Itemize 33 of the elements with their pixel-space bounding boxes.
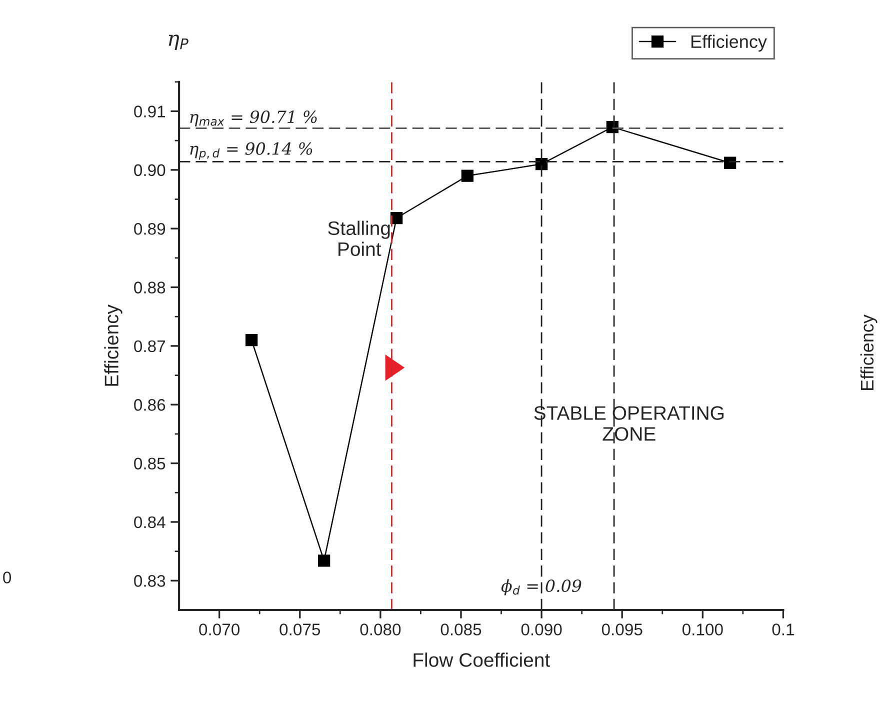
ref-line-label: η$_{p,d}$ = 90.14 % — [190, 142, 312, 160]
y-tick-label: 0.86 — [134, 399, 166, 411]
point — [390, 212, 403, 224]
text: Efficiency — [860, 314, 878, 390]
x-tick-label: 0.075 — [280, 624, 320, 636]
annotation: STABLE OPERATING ZONE — [534, 406, 724, 441]
y-tick-label: 0.83 — [134, 575, 166, 587]
y-tick-label: 0.87 — [134, 340, 166, 352]
ref-line-label: η$_{max}$ = 90.71 % — [190, 110, 317, 126]
y-tick-label: 0.85 — [134, 458, 166, 470]
x-tick-label: 0.1 — [772, 624, 794, 636]
annotation: Stalling Point — [328, 220, 390, 256]
point — [318, 554, 330, 567]
y-tick-label: 0.89 — [134, 222, 166, 235]
y-tick-label: 0.88 — [134, 282, 166, 294]
x-tick-label: 0.100 — [682, 624, 723, 636]
x-axis-title: Flow Coefficient — [414, 652, 550, 667]
point — [245, 334, 258, 346]
ref-line-label: ϕ$_{d}$ = 0.09 — [501, 579, 582, 596]
y-tick-label: 0.90 — [134, 164, 166, 176]
y-axis-title: Efficiency — [104, 304, 122, 386]
y-tick-label: 0.91 — [134, 106, 166, 118]
x-tick-label: 0.080 — [360, 624, 401, 636]
x-tick-label: 0.090 — [521, 624, 562, 636]
text: η$_{P}$ — [168, 34, 188, 50]
legend-label: Efficiency — [692, 34, 767, 52]
x-tick-label: 0.070 — [199, 624, 240, 636]
text: 0 — [3, 572, 12, 584]
x-tick-label: 0.085 — [440, 624, 482, 636]
y-tick-label: 0.84 — [134, 516, 166, 528]
point — [461, 170, 474, 182]
point — [724, 156, 736, 169]
x-tick-label: 0.095 — [602, 624, 642, 636]
